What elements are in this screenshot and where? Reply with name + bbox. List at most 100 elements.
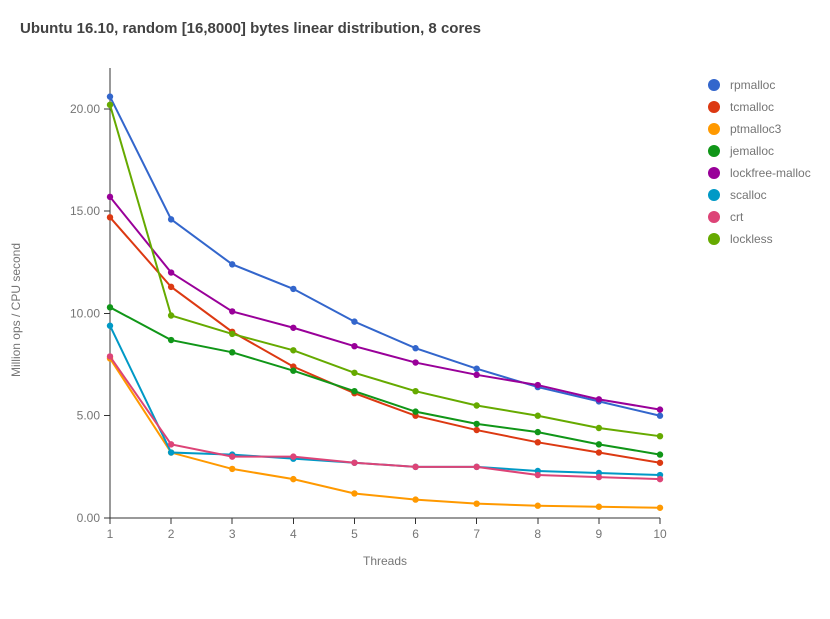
legend-label: tcmalloc [730,100,774,114]
svg-text:20.00: 20.00 [70,102,100,116]
series-point [229,261,235,267]
legend-swatch [708,123,720,135]
legend-label: lockfree-malloc [730,166,811,180]
series-point [473,500,479,506]
series-point [535,503,541,509]
svg-text:5.00: 5.00 [77,409,101,423]
legend-label: ptmalloc3 [730,122,781,136]
series-point [596,504,602,510]
legend-item: lockless [708,228,811,250]
series-point [168,449,174,455]
series-point [535,382,541,388]
svg-text:15.00: 15.00 [70,204,100,218]
series-point [596,441,602,447]
series-point [412,359,418,365]
series-point [596,449,602,455]
svg-text:2: 2 [168,527,175,541]
chart-title: Ubuntu 16.10, random [16,8000] bytes lin… [20,20,481,37]
legend-swatch [708,167,720,179]
series-point [473,402,479,408]
svg-text:8: 8 [534,527,541,541]
series-point [535,429,541,435]
series-line [110,358,660,507]
series-point [596,396,602,402]
series-point [596,474,602,480]
series-point [535,472,541,478]
series-point [657,406,663,412]
series-point [473,427,479,433]
svg-text:7: 7 [473,527,480,541]
series-point [107,214,113,220]
series-point [290,368,296,374]
series-point [473,372,479,378]
series-point [412,345,418,351]
chart-plot: 0.005.0010.0015.0020.0012345678910 [60,58,680,558]
legend-item: ptmalloc3 [708,118,811,140]
series-point [290,325,296,331]
legend: rpmalloc tcmalloc ptmalloc3 jemalloc lockfre… [708,74,811,250]
series-point [107,304,113,310]
svg-text:9: 9 [596,527,603,541]
series-point [351,388,357,394]
svg-text:6: 6 [412,527,419,541]
y-axis-label: Million ops / CPU second [9,243,23,377]
series-point [290,453,296,459]
series-point [657,476,663,482]
legend-item: crt [708,206,811,228]
legend-item: tcmalloc [708,96,811,118]
legend-swatch [708,189,720,201]
series-point [107,93,113,99]
legend-label: jemalloc [730,144,774,158]
series-point [168,441,174,447]
series-point [473,464,479,470]
series-point [657,433,663,439]
series-point [107,323,113,329]
svg-text:1: 1 [107,527,114,541]
legend-item: jemalloc [708,140,811,162]
series-point [168,337,174,343]
series-point [107,194,113,200]
series-point [351,370,357,376]
series-point [229,308,235,314]
svg-text:10.00: 10.00 [70,306,100,320]
legend-swatch [708,101,720,113]
legend-swatch [708,211,720,223]
series-point [657,451,663,457]
series-point [657,460,663,466]
series-point [229,331,235,337]
series-point [412,496,418,502]
series-point [412,408,418,414]
legend-item: rpmalloc [708,74,811,96]
svg-text:10: 10 [653,527,667,541]
series-point [473,365,479,371]
legend-label: lockless [730,232,773,246]
svg-text:5: 5 [351,527,358,541]
series-point [168,269,174,275]
series-point [351,490,357,496]
series-point [229,453,235,459]
series-point [351,318,357,324]
series-point [290,347,296,353]
svg-text:4: 4 [290,527,297,541]
series-line [110,217,660,462]
series-point [168,312,174,318]
chart-container: Ubuntu 16.10, random [16,8000] bytes lin… [0,0,830,619]
series-point [412,388,418,394]
legend-swatch [708,145,720,157]
series-point [168,284,174,290]
legend-label: rpmalloc [730,78,775,92]
legend-swatch [708,233,720,245]
series-point [657,505,663,511]
series-point [351,460,357,466]
series-line [110,356,660,479]
legend-item: scalloc [708,184,811,206]
series-point [107,353,113,359]
series-point [229,466,235,472]
series-point [473,421,479,427]
svg-text:3: 3 [229,527,236,541]
legend-label: crt [730,210,743,224]
series-point [229,349,235,355]
series-point [107,102,113,108]
series-point [596,425,602,431]
series-line [110,97,660,416]
